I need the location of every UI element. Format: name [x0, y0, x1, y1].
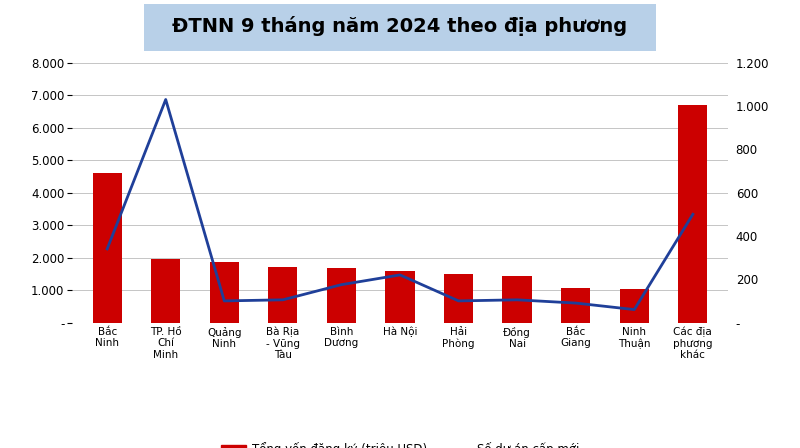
Bar: [678, 105, 707, 323]
Bar: [444, 274, 474, 323]
FancyBboxPatch shape: [144, 4, 656, 51]
Bar: [93, 173, 122, 323]
Bar: [151, 259, 180, 323]
Bar: [620, 289, 649, 323]
Bar: [502, 276, 532, 323]
Bar: [210, 263, 239, 323]
Bar: [326, 268, 356, 323]
Bar: [268, 267, 298, 323]
Bar: [561, 288, 590, 323]
Legend: Tổng vốn đăng ký (triệu USD), Số dự án cấp mới: Tổng vốn đăng ký (triệu USD), Số dự án c…: [216, 438, 584, 448]
Text: ĐTNN 9 tháng năm 2024 theo địa phương: ĐTNN 9 tháng năm 2024 theo địa phương: [173, 16, 627, 36]
Bar: [386, 271, 414, 323]
